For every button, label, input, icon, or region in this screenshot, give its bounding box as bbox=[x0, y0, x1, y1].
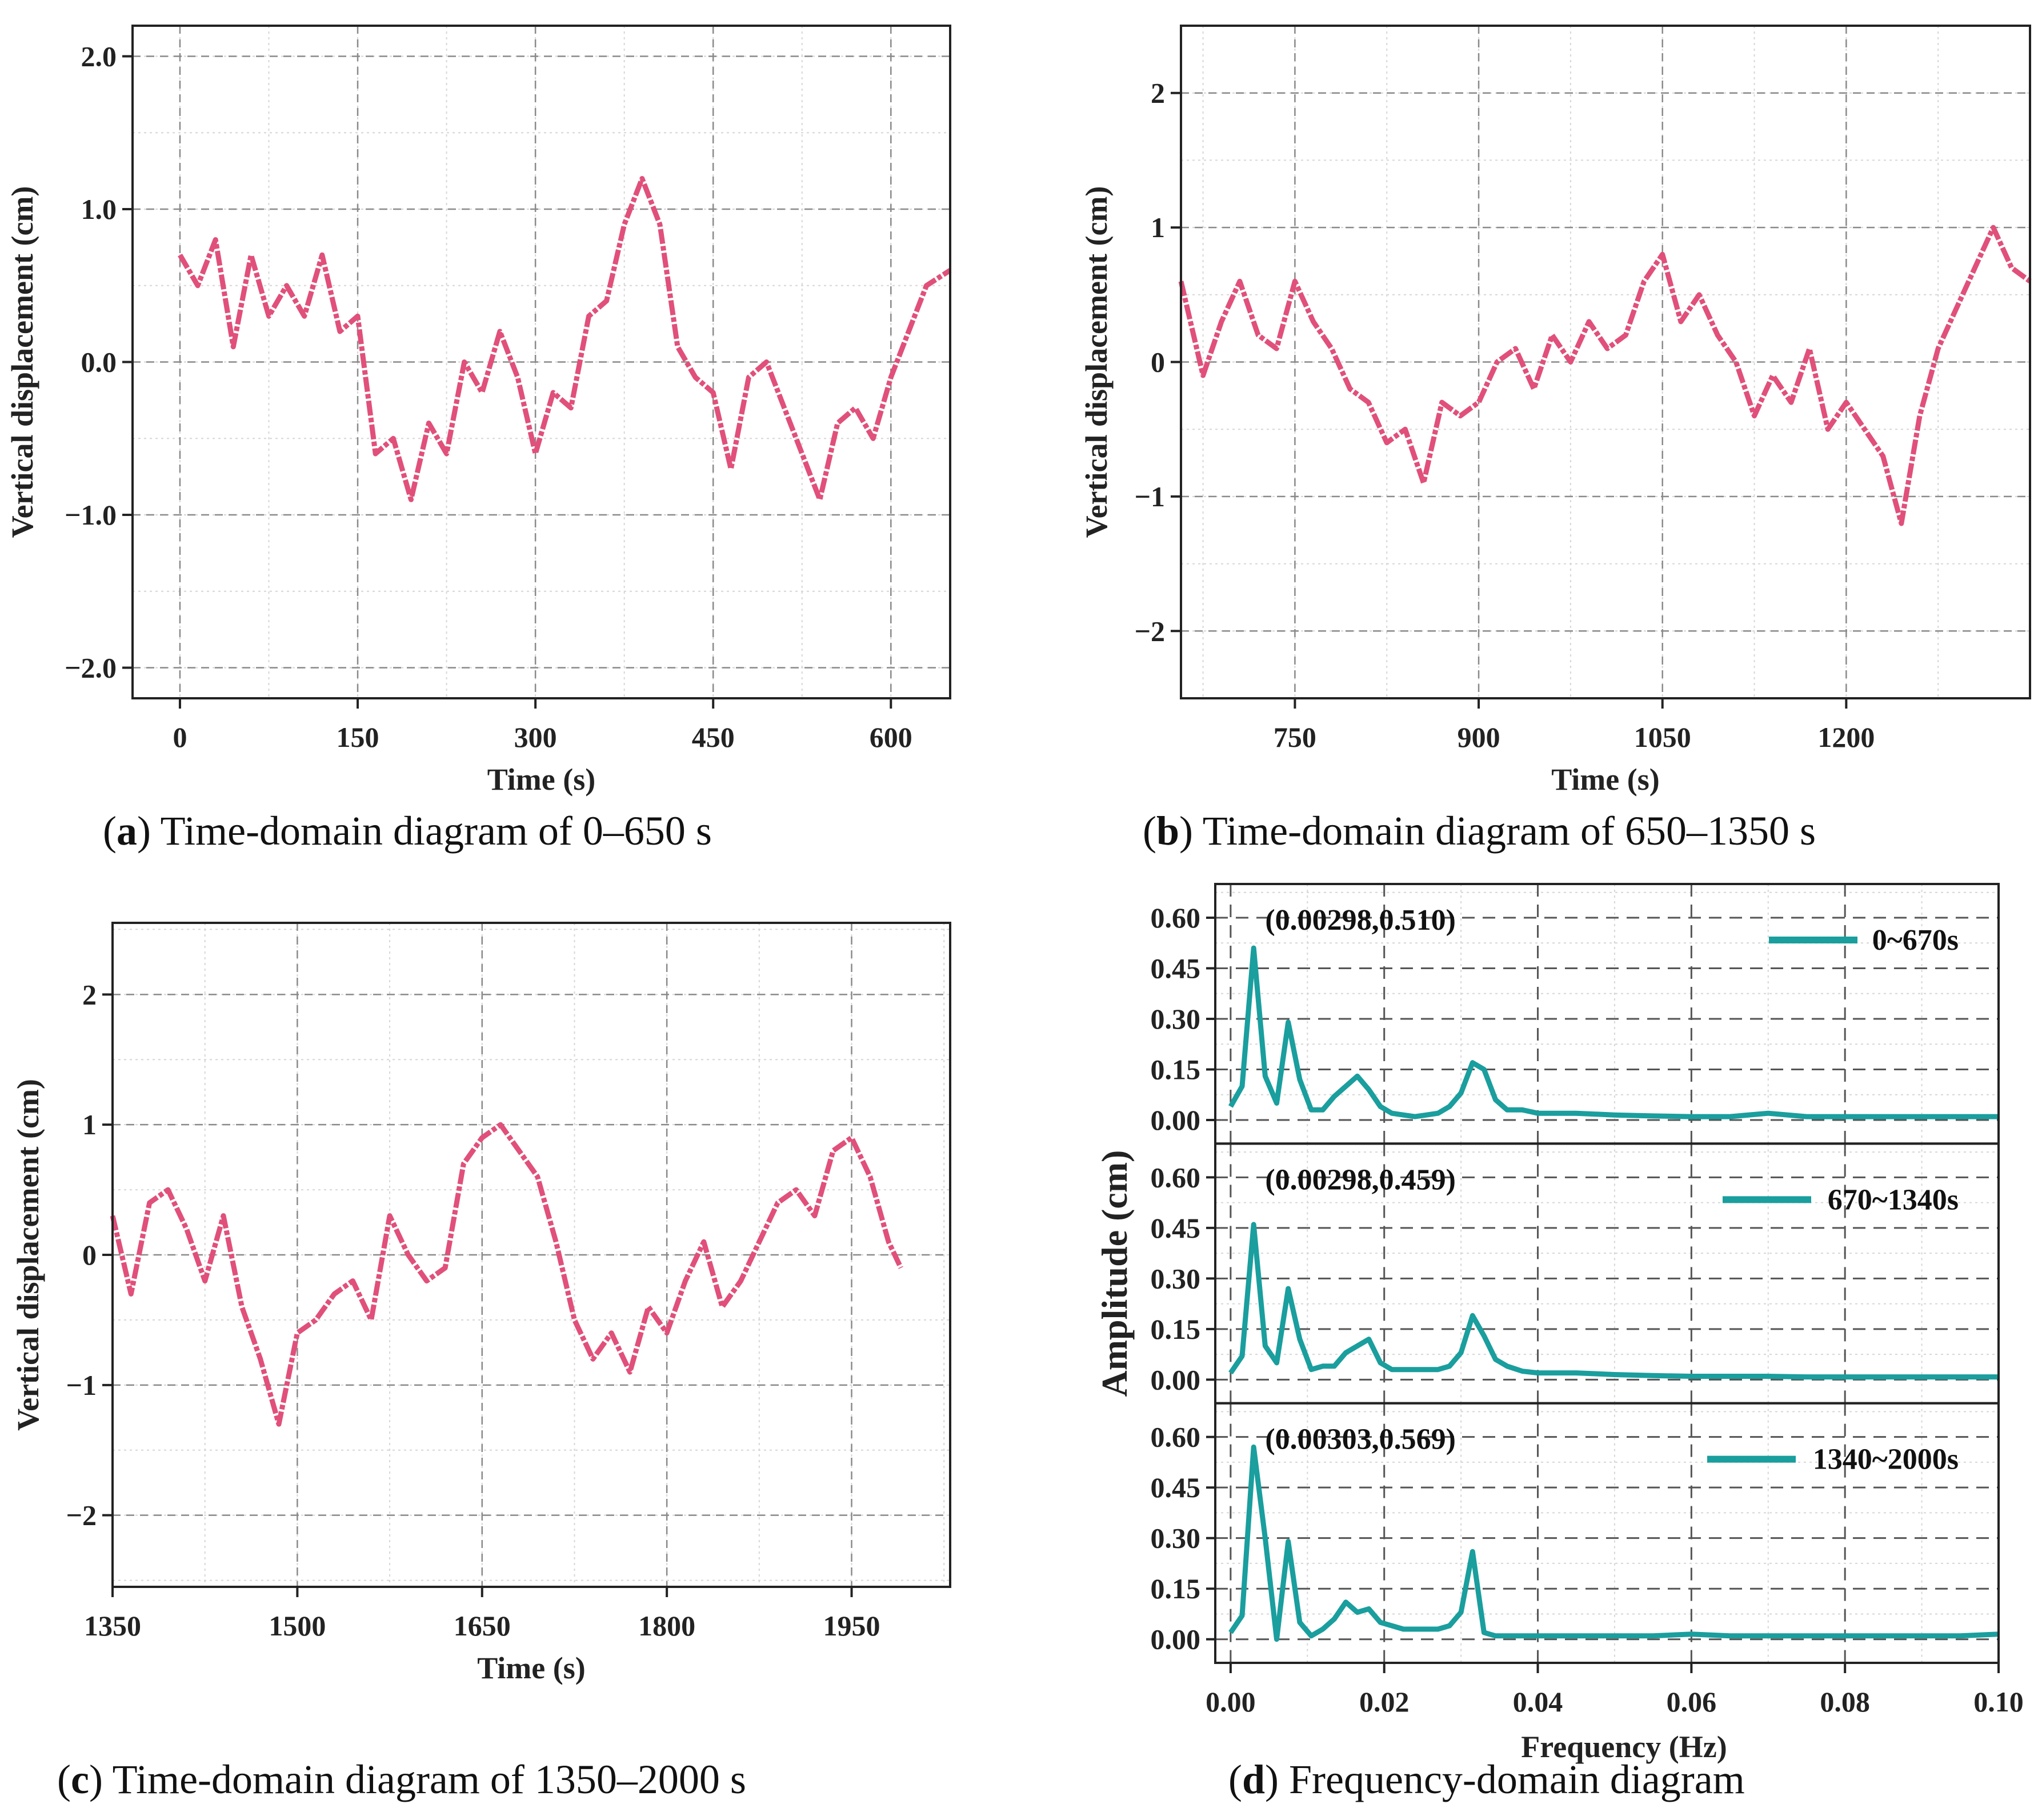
displacement-line bbox=[110, 1122, 903, 1427]
y-tick-label: −2 bbox=[66, 1499, 97, 1531]
x-axis-label: Time (s) bbox=[1551, 762, 1659, 797]
amplitude-line bbox=[1228, 1222, 1999, 1380]
x-tick-label: 0.10 bbox=[1973, 1686, 2024, 1718]
subplot-frame bbox=[1214, 1402, 2000, 1665]
y-tick-label: 0.45 bbox=[1151, 1212, 1201, 1244]
peak-annotation: (0.00298,0.459) bbox=[1265, 1163, 1456, 1196]
x-tick-label: 0.06 bbox=[1667, 1686, 1717, 1718]
x-tick-label: 1950 bbox=[823, 1610, 880, 1642]
y-tick-label: 0.60 bbox=[1151, 902, 1201, 934]
y-tick-label: 2 bbox=[1151, 77, 1165, 109]
panel-d: 0.00 0.15 0.30 0.45 0.60 (0.00298,0.510) 0~670… bbox=[1094, 883, 2024, 1764]
y-tick-label: 0.00 bbox=[1151, 1104, 1201, 1136]
x-tick-label: 750 bbox=[1274, 721, 1316, 753]
y-tick-label: 0 bbox=[1151, 346, 1165, 378]
y-tick-label: 0.60 bbox=[1151, 1161, 1201, 1193]
x-tick-label: 300 bbox=[514, 721, 557, 753]
x-tick-label: 1200 bbox=[1817, 721, 1875, 753]
x-tick-label: 0.04 bbox=[1513, 1686, 1563, 1718]
y-tick-label: −1 bbox=[66, 1369, 97, 1401]
caption-a: (a) Time-domain diagram of 0–650 s bbox=[103, 808, 712, 854]
y-tick-label: 0 bbox=[82, 1239, 97, 1271]
y-tick-label: 0.30 bbox=[1151, 1522, 1201, 1554]
displacement-line bbox=[178, 176, 952, 502]
caption-b: (b) Time-domain diagram of 650–1350 s bbox=[1143, 808, 1816, 854]
amplitude-line bbox=[1228, 1444, 1999, 1642]
y-tick-label: 0.45 bbox=[1151, 1471, 1201, 1503]
plot-frame bbox=[131, 25, 951, 699]
panel-c: 1350 1500 1650 1800 1950 −2 −1 0 1 2 Time (s) Verti… bbox=[11, 922, 951, 1685]
y-tick-label: 1 bbox=[1151, 211, 1165, 243]
x-axis-label: Time (s) bbox=[477, 1651, 585, 1685]
y-tick-label: 1 bbox=[82, 1109, 97, 1141]
peak-annotation: (0.00303,0.569) bbox=[1265, 1423, 1456, 1456]
y-tick-label: 0.00 bbox=[1151, 1363, 1201, 1395]
y-tick-label: 0.00 bbox=[1151, 1623, 1201, 1655]
peak-annotation: (0.00298,0.510) bbox=[1265, 904, 1456, 937]
x-tick-label: 1650 bbox=[454, 1610, 511, 1642]
y-tick-label: 0.15 bbox=[1151, 1313, 1201, 1345]
x-axis-label: Time (s) bbox=[487, 762, 595, 797]
x-tick-label: 0.00 bbox=[1206, 1686, 1256, 1718]
legend-label: 670~1340s bbox=[1828, 1183, 1959, 1216]
y-tick-label: 0.15 bbox=[1151, 1573, 1201, 1605]
y-axis-label: Vertical displacement (cm) bbox=[1079, 186, 1114, 538]
x-axis-label: Frequency (Hz) bbox=[1521, 1730, 1727, 1764]
x-tick-label: 450 bbox=[692, 721, 735, 753]
y-tick-label: −2 bbox=[1135, 615, 1166, 647]
x-tick-label: 1050 bbox=[1634, 721, 1691, 753]
displacement-line bbox=[1178, 225, 2032, 526]
x-tick-label: 600 bbox=[870, 721, 912, 753]
caption-d: (d) Frequency-domain diagram bbox=[1228, 1757, 1745, 1802]
x-tick-label: 1350 bbox=[84, 1610, 141, 1642]
y-tick-label: 2 bbox=[82, 978, 97, 1010]
amplitude-line bbox=[1228, 945, 1999, 1119]
x-tick-label: 0.08 bbox=[1820, 1686, 1870, 1718]
x-tick-label: 1500 bbox=[269, 1610, 326, 1642]
legend-label: 1340~2000s bbox=[1813, 1443, 1959, 1476]
y-tick-label: 0.60 bbox=[1151, 1421, 1201, 1453]
y-tick-label: 0.15 bbox=[1151, 1054, 1201, 1086]
x-tick-label: 0.02 bbox=[1359, 1686, 1410, 1718]
x-tick-label: 150 bbox=[337, 721, 379, 753]
x-tick-label: 1800 bbox=[638, 1610, 695, 1642]
legend-label: 0~670s bbox=[1872, 924, 1959, 957]
panel-a: 0 150 300 450 600 −2.0 −1.0 0.0 1.0 2.0 Time (s) Ve… bbox=[5, 25, 952, 797]
x-tick-label: 0 bbox=[173, 721, 187, 753]
y-tick-label: −1 bbox=[1135, 481, 1166, 513]
caption-c: (c) Time-domain diagram of 1350–2000 s bbox=[57, 1757, 746, 1802]
panel-b: 750 900 1050 1200 −2 −1 0 1 2 Time (s) Vertical di… bbox=[1079, 25, 2032, 797]
y-tick-label: 0.30 bbox=[1151, 1003, 1201, 1035]
y-axis-label: Vertical displacement (cm) bbox=[11, 1079, 45, 1431]
x-tick-label: 900 bbox=[1458, 721, 1500, 753]
y-axis-label: Vertical displacement (cm) bbox=[5, 186, 39, 538]
y-tick-label: 1.0 bbox=[81, 193, 117, 225]
y-tick-label: 0.0 bbox=[81, 346, 117, 378]
y-tick-label: −2.0 bbox=[65, 652, 117, 684]
y-tick-label: 2.0 bbox=[81, 41, 117, 73]
y-tick-label: 0.45 bbox=[1151, 953, 1201, 985]
y-tick-label: 0.30 bbox=[1151, 1262, 1201, 1294]
y-axis-label: Amplitude (cm) bbox=[1094, 1150, 1135, 1397]
y-tick-label: −1.0 bbox=[65, 499, 117, 531]
